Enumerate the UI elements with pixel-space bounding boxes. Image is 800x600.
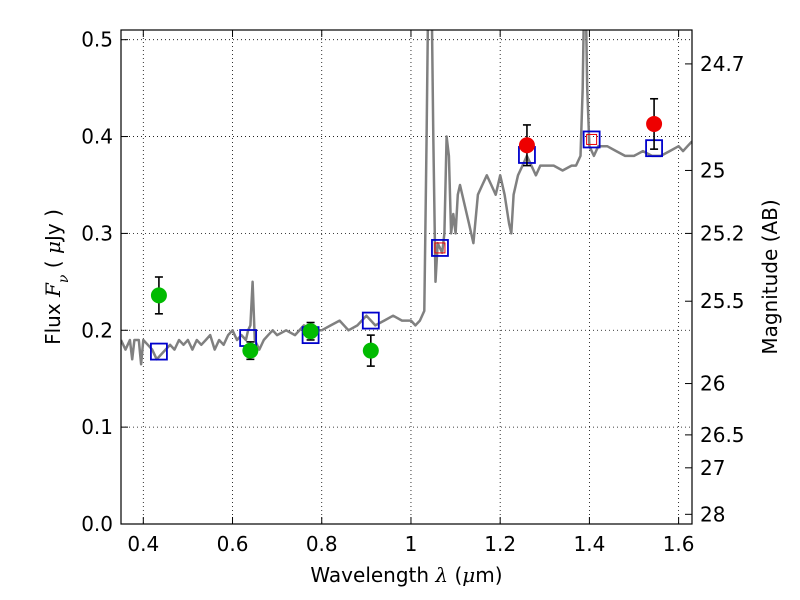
y-tick-label: 0.5 [81, 28, 113, 52]
x-tick-label: 1 [405, 532, 418, 556]
photometry-point [150, 287, 167, 304]
label-part: Jy ) [41, 209, 65, 243]
photometry-point [518, 137, 535, 154]
y-tick-label: 0.1 [81, 415, 113, 439]
y-tick-label: 0.0 [81, 512, 113, 536]
label-part: μ [462, 563, 475, 587]
red-inner-square [586, 133, 598, 145]
x-tick-label: 1.6 [663, 532, 695, 556]
x-axis-label: Wavelength λ (μm) [310, 563, 502, 587]
label-part: Flux [41, 297, 65, 345]
photometry-point [362, 342, 379, 359]
axis-ticks: 0.4 0.6 0.8 1 1.2 1.4 1.6 0.0 0.1 0.2 0.3 0.4 0.5 28 2… [81, 28, 744, 556]
model-square-marker [431, 239, 449, 257]
y2-tick-label: 24.7 [700, 52, 745, 76]
spectrum-line [121, 30, 692, 366]
label-part: ( [41, 254, 65, 275]
x-tick-label: 1.4 [573, 532, 605, 556]
red-inner-square [434, 242, 446, 254]
photometry-point [646, 115, 663, 132]
y2-tick-label: 27 [700, 456, 725, 480]
plot-frame [120, 29, 693, 525]
y2-tick-label: 28 [700, 502, 725, 526]
photometry-point [302, 323, 319, 340]
x-tick-label: 0.6 [217, 532, 249, 556]
y2-tick-label: 26 [700, 372, 725, 396]
photometry-point [242, 342, 259, 359]
x-tick-label: 0.4 [127, 532, 159, 556]
y2-axis-label: Magnitude (AB) [758, 199, 782, 354]
label-part: λ [434, 563, 448, 587]
y2-tick-label: 26.5 [700, 423, 745, 447]
y2-tick-label: 25.2 [700, 221, 745, 245]
y-axis-label: Flux Fν ( μJy ) [41, 209, 72, 345]
y-tick-label: 0.2 [81, 318, 113, 342]
y-tick-label: 0.3 [81, 221, 113, 245]
model-square-marker [150, 342, 168, 361]
label-part: F [41, 282, 65, 298]
y-tick-label: 0.4 [81, 125, 113, 149]
x-tick-label: 1.2 [484, 532, 516, 556]
label-part: ν [56, 274, 72, 283]
y2-tick-label: 25.5 [700, 289, 745, 313]
label-part: Wavelength [310, 563, 435, 587]
x-tick-label: 0.8 [306, 532, 338, 556]
label-part: μ [41, 241, 65, 254]
grid-lines [121, 30, 692, 525]
data-series [121, 30, 692, 367]
y2-tick-label: 25 [700, 158, 725, 182]
model-square-marker [361, 311, 380, 330]
model-square-marker [582, 130, 601, 149]
label-part: m) [475, 563, 502, 587]
label-part: ( [448, 563, 462, 587]
